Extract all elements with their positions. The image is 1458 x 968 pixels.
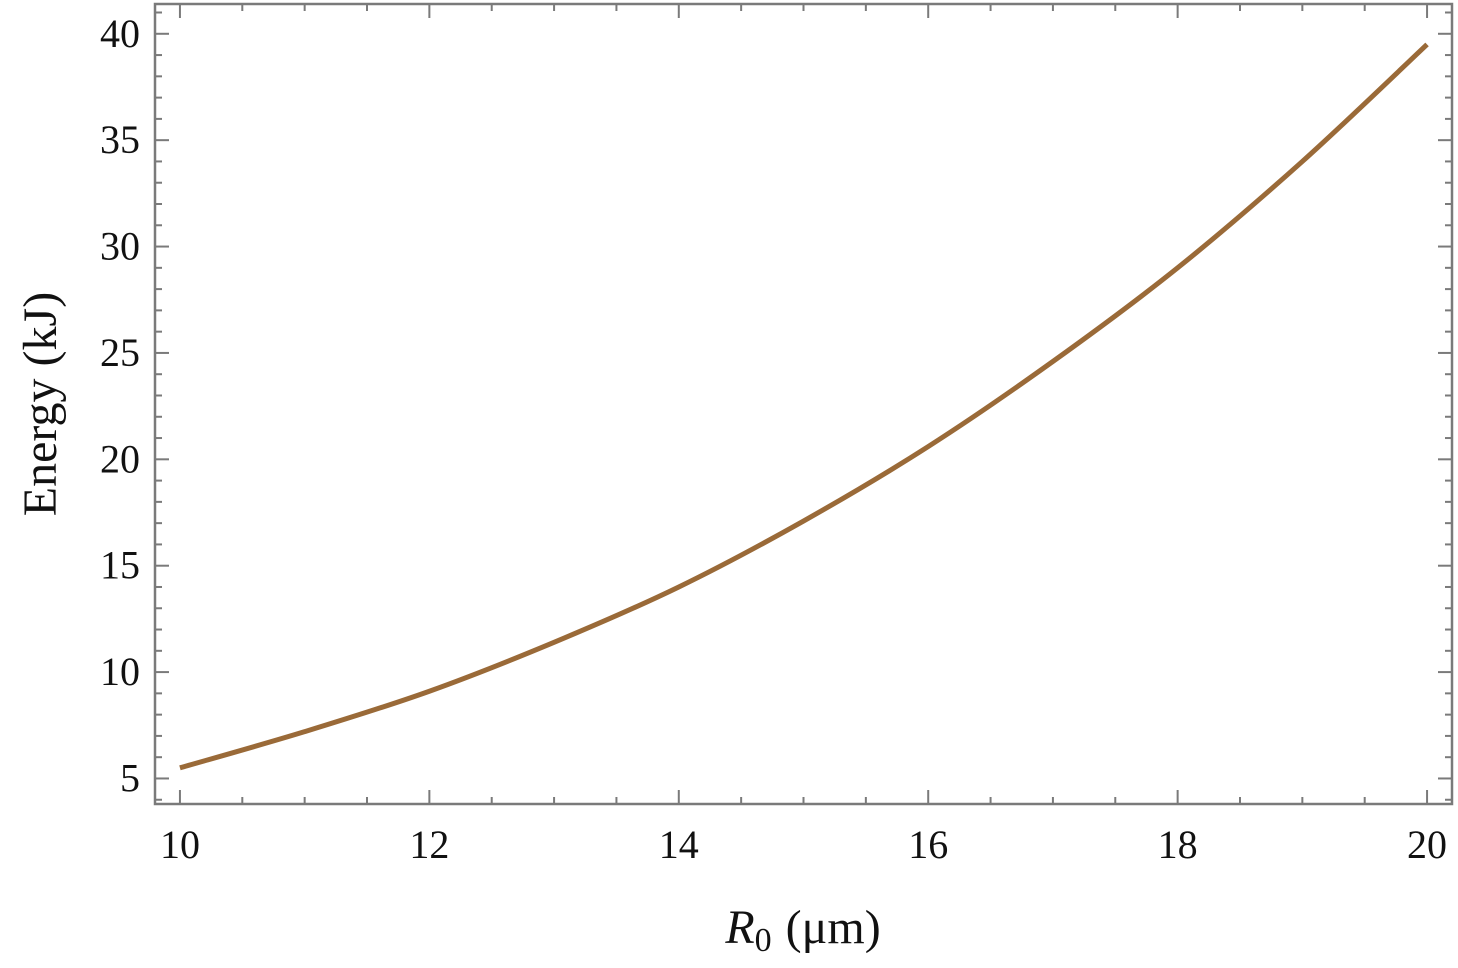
x-tick-label: 16 bbox=[908, 822, 948, 867]
y-tick-labels: 5 10 15 20 25 30 35 40 bbox=[100, 11, 140, 801]
x-tick-label: 10 bbox=[160, 822, 200, 867]
y-tick-label: 40 bbox=[100, 11, 140, 56]
x-axis-label: R0 (μm) bbox=[724, 901, 880, 959]
x-tick-label: 14 bbox=[659, 822, 699, 867]
y-tick-label: 25 bbox=[100, 330, 140, 375]
x-axis-label-unit: (μm) bbox=[786, 901, 881, 954]
plot-frame bbox=[153, 2, 1454, 806]
y-tick-label: 15 bbox=[100, 543, 140, 588]
y-tick-label: 30 bbox=[100, 224, 140, 269]
series-layer bbox=[179, 42, 1429, 771]
x-tick-label: 20 bbox=[1407, 822, 1447, 867]
x-tick-label: 12 bbox=[409, 822, 449, 867]
y-tick-label: 20 bbox=[100, 436, 140, 481]
x-axis-label-subscript: 0 bbox=[755, 922, 772, 959]
y-tick-label: 35 bbox=[100, 117, 140, 162]
y-axis-label: Energy (kJ) bbox=[14, 292, 67, 516]
x-axis-label-main: R bbox=[724, 901, 754, 954]
y-tick-label: 10 bbox=[100, 649, 140, 694]
energy-curve bbox=[179, 42, 1429, 771]
x-tick-label: 18 bbox=[1158, 822, 1198, 867]
tick-marks bbox=[155, 4, 1452, 804]
y-tick-label: 5 bbox=[120, 755, 140, 800]
x-tick-labels: 10 12 14 16 18 20 bbox=[160, 822, 1447, 867]
